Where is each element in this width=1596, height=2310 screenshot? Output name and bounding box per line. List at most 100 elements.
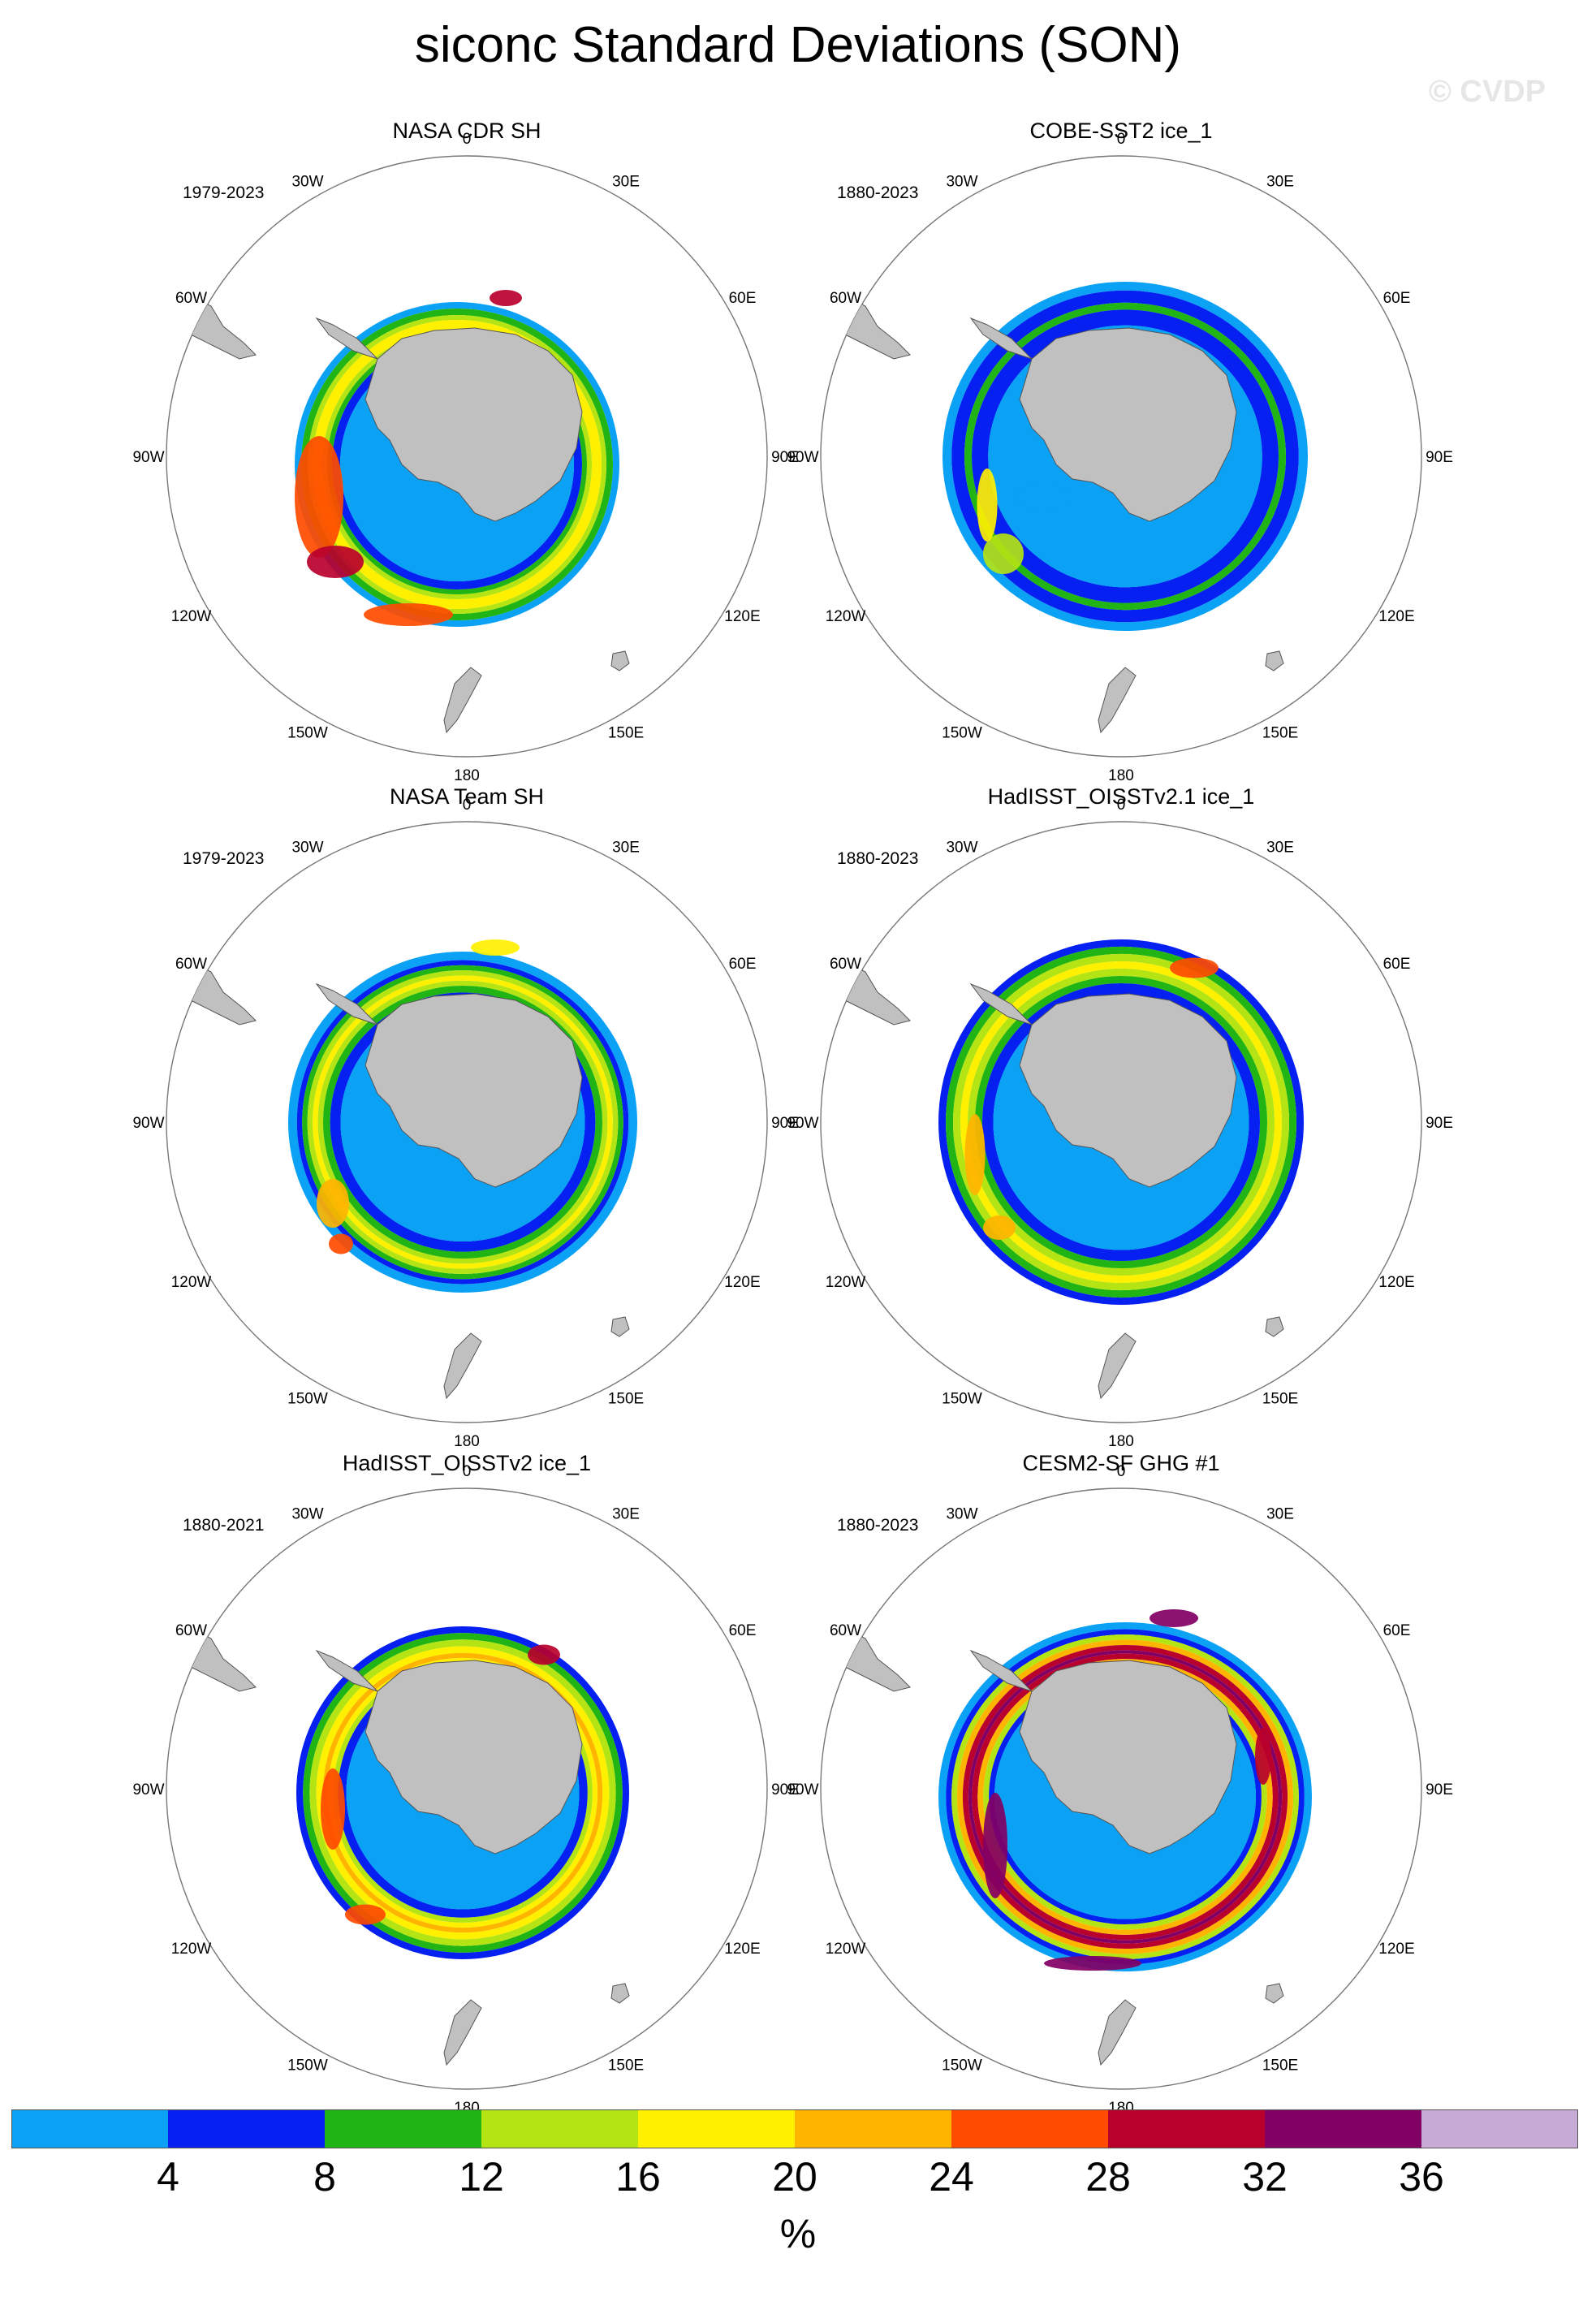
high-variability-area [1016,485,1072,509]
panel-title: CESM2-SF GHG #1 [1022,1451,1220,1475]
land-mass [315,1649,378,1692]
longitude-label: 120W [171,1941,212,1958]
land-mass [1019,327,1237,522]
longitude-label: 30E [1266,1506,1294,1523]
colorbar-tick-label: 36 [1399,2154,1444,2200]
colorbar-tick-label: 20 [772,2154,817,2200]
land-mass [1265,650,1284,671]
longitude-label: 150E [608,2057,644,2074]
land-mass [610,650,630,671]
land-mass [969,1649,1033,1692]
longitude-label: 30W [946,174,977,191]
longitude-label: 150E [1262,1390,1298,1407]
period-label: 1880-2023 [837,1516,919,1535]
longitude-label: 30W [291,1506,323,1523]
longitude-label: 150W [287,2057,328,2074]
longitude-label: 90W [132,449,164,466]
land-mass [315,982,378,1025]
map-panel-nasa-cdr: NASA CDR SH 1979-2023 0 30E 60E 90E 120E 150E… [132,115,800,784]
longitude-label: 30E [1266,840,1294,857]
colorbar-swatch [638,2109,796,2148]
longitude-label: 30E [1266,174,1294,191]
longitude-label: 0 [1117,131,1126,148]
panel-title: HadISST_OISSTv2 ice_1 [342,1451,592,1475]
main-title: siconc Standard Deviations (SON) [414,17,1182,73]
longitude-label: 90E [771,1115,799,1132]
longitude-label: 150E [608,1390,644,1407]
cvdp-watermark: © CVDP [1428,75,1546,109]
longitude-label: 180 [454,767,480,784]
land-mass [969,317,1033,360]
high-variability-area [964,1114,986,1195]
colorbar-swatch [168,2109,326,2148]
longitude-label: 0 [1117,797,1126,814]
longitude-label: 120E [1378,1941,1414,1958]
longitude-label: 150E [1262,724,1298,741]
period-label: 1880-2023 [837,184,919,202]
colorbar-swatch [11,2109,169,2148]
longitude-label: 150E [608,724,644,741]
longitude-label: 60W [175,1622,207,1639]
period-label: 1979-2023 [183,849,265,868]
high-variability-area [528,1644,560,1665]
longitude-label: 30E [612,174,640,191]
longitude-label: 90W [787,1115,818,1132]
longitude-label: 150W [942,2057,982,2074]
map-panel-nasa-team: NASA Team SH 1979-2023 0 30E 60E 90E 120E 150… [132,781,800,1450]
colorbar-swatch [1265,2109,1422,2148]
high-variability-area [1150,1609,1198,1627]
longitude-label: 120W [826,1941,866,1958]
colorbar-tick-label: 12 [459,2154,504,2200]
longitude-label: 90E [771,1781,799,1798]
longitude-label: 60E [1383,1622,1411,1639]
colorbar-swatch [481,2109,639,2148]
longitude-label: 30W [291,174,323,191]
period-label: 1880-2023 [837,849,919,868]
longitude-label: 60E [729,1622,757,1639]
high-variability-area [983,1793,1007,1898]
high-variability-area [983,533,1024,574]
longitude-label: 120E [724,1941,760,1958]
map-panel-cobe-sst2: COBE-SST2 ice_1 1880-2023 0 30E 60E 90E 120E… [787,115,1454,784]
land-mass [1098,667,1137,734]
longitude-label: 90E [771,449,799,466]
high-variability-area [321,1768,345,1850]
longitude-label: 150W [287,724,328,741]
panel-title: COBE-SST2 ice_1 [1029,119,1213,143]
high-variability-area [490,290,522,306]
land-mass [443,1332,482,1400]
high-variability-area [1255,1728,1271,1785]
high-variability-area [329,1233,353,1254]
longitude-label: 90W [787,449,818,466]
high-variability-area [307,546,364,578]
high-variability-area [295,436,343,558]
high-variability-area [471,939,520,956]
longitude-label: 150W [942,724,982,741]
longitude-label: 120W [826,1274,866,1291]
land-mass [610,1316,630,1337]
period-label: 1880-2021 [183,1516,265,1535]
high-variability-area [983,1215,1016,1240]
map-panel-hadisst-oisstv2: HadISST_OISSTv2 ice_1 1880-2021 0 30E 60E 9… [132,1448,800,2117]
land-mass [1019,1660,1237,1854]
land-mass [443,1999,482,2066]
land-mass [969,982,1033,1025]
high-variability-area [364,603,453,626]
longitude-label: 150W [287,1390,328,1407]
colorbar [11,2109,1578,2148]
land-mass [315,317,378,360]
land-mass [1265,1983,1284,2004]
colorbar-tick-label: 8 [313,2154,336,2200]
panel-title: HadISST_OISSTv2.1 ice_1 [987,784,1255,809]
longitude-label: 0 [1117,1463,1126,1480]
longitude-label: 60W [830,1622,861,1639]
longitude-label: 180 [1108,1433,1134,1450]
land-mass [443,667,482,734]
longitude-label: 90W [132,1781,164,1798]
colorbar-tick-label: 16 [615,2154,661,2200]
longitude-label: 60E [1383,290,1411,307]
longitude-label: 0 [463,131,472,148]
